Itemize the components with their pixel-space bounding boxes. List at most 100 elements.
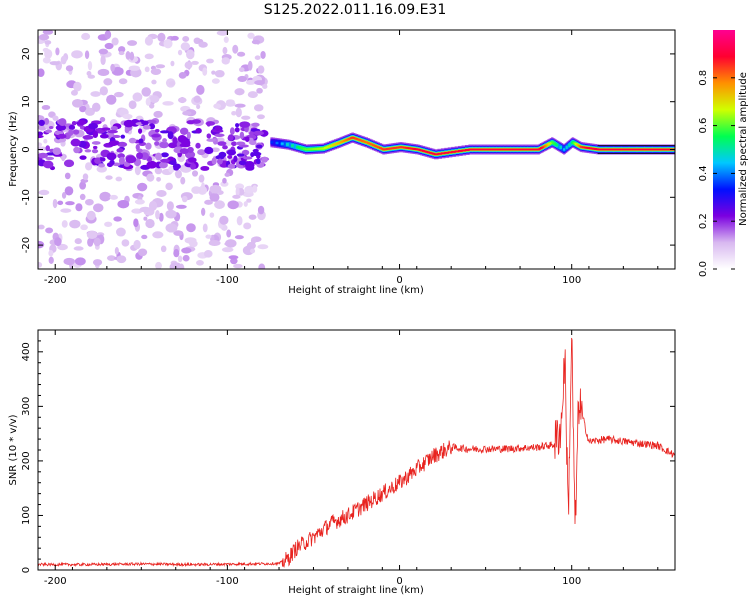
noise-cell bbox=[231, 110, 237, 116]
band-cell bbox=[154, 128, 160, 133]
ridge-cell bbox=[303, 148, 307, 151]
noise-cell bbox=[220, 181, 229, 187]
x-tick-label: 100 bbox=[562, 275, 581, 286]
noise-cell bbox=[234, 235, 244, 240]
ridge-cell bbox=[368, 142, 372, 145]
ridge-cell bbox=[404, 146, 408, 149]
noise-cell bbox=[121, 239, 130, 247]
noise-cell bbox=[148, 103, 155, 109]
band-cell bbox=[124, 126, 130, 134]
spectrogram-plot-area bbox=[38, 30, 675, 269]
noise-cell bbox=[198, 174, 205, 183]
band-cell bbox=[72, 129, 80, 135]
noise-cell bbox=[111, 37, 119, 46]
noise-cell bbox=[114, 247, 119, 255]
spectrogram-x-label: Height of straight line (km) bbox=[288, 285, 424, 296]
noise-cell bbox=[175, 204, 187, 209]
ridge-cell bbox=[437, 152, 443, 155]
noise-cell bbox=[178, 97, 187, 103]
noise-cell bbox=[90, 91, 101, 97]
noise-cell bbox=[72, 98, 84, 108]
band-cell bbox=[73, 146, 81, 154]
band-cell bbox=[138, 138, 144, 144]
noise-cell bbox=[235, 107, 242, 118]
noise-cell bbox=[239, 67, 245, 73]
noise-cell bbox=[38, 34, 50, 41]
ridge-cell bbox=[495, 148, 501, 151]
noise-cell bbox=[99, 117, 106, 122]
band-cell bbox=[91, 148, 99, 154]
band-cell bbox=[38, 134, 44, 139]
ridge-cell bbox=[409, 147, 413, 150]
noise-cell bbox=[137, 248, 148, 257]
noise-cell bbox=[166, 201, 174, 211]
noise-cell bbox=[52, 198, 58, 209]
x-tick-label: -100 bbox=[216, 275, 239, 286]
ridge-cell bbox=[418, 148, 422, 151]
noise-cell bbox=[251, 39, 261, 45]
ridge-cell bbox=[513, 148, 518, 151]
ridge-cell bbox=[337, 141, 341, 144]
band-cell bbox=[197, 149, 206, 156]
ridge-cell bbox=[605, 148, 615, 151]
ridge-cell bbox=[384, 148, 387, 151]
ridge-cell bbox=[541, 146, 544, 149]
noise-cell bbox=[106, 255, 116, 262]
noise-cell bbox=[221, 247, 234, 253]
band-cell bbox=[231, 141, 237, 147]
band-cell bbox=[120, 134, 126, 139]
noise-cell bbox=[144, 53, 154, 60]
noise-cell bbox=[74, 238, 82, 245]
x-tick-label: 0 bbox=[396, 576, 402, 587]
noise-cell bbox=[250, 237, 257, 244]
ridge-cell bbox=[340, 140, 343, 143]
noise-cell bbox=[196, 84, 205, 95]
noise-cell bbox=[132, 92, 143, 102]
noise-cell bbox=[52, 115, 59, 121]
ridge-cell bbox=[590, 147, 594, 150]
noise-cell bbox=[168, 165, 175, 173]
ridge-cell bbox=[356, 138, 360, 141]
ridge-cell bbox=[546, 143, 550, 146]
ridge-cell bbox=[558, 144, 561, 150]
band-cell bbox=[106, 152, 117, 161]
band-cell bbox=[88, 122, 98, 130]
noise-cell bbox=[148, 200, 158, 211]
band-cell bbox=[79, 155, 87, 160]
noise-cell bbox=[99, 191, 111, 202]
noise-cell bbox=[257, 205, 265, 215]
noise-cell bbox=[189, 240, 198, 248]
ridge-cell bbox=[644, 148, 653, 151]
y-tick-label: -20 bbox=[21, 237, 32, 253]
noise-cell bbox=[247, 60, 253, 71]
ridge-cell bbox=[289, 142, 293, 148]
band-cell bbox=[186, 120, 195, 125]
ridge-cell bbox=[583, 146, 587, 149]
band-cell bbox=[241, 149, 250, 156]
band-cell bbox=[235, 123, 240, 128]
ridge-cell bbox=[425, 150, 429, 153]
ridge-cell bbox=[270, 141, 274, 144]
noise-cell bbox=[55, 47, 60, 56]
ridge-cell bbox=[402, 146, 406, 149]
ridge-cell bbox=[552, 142, 555, 145]
ridge-cell bbox=[561, 146, 565, 152]
band-cell bbox=[118, 156, 125, 165]
band-cell bbox=[239, 121, 251, 128]
noise-cell bbox=[63, 257, 75, 266]
noise-cell bbox=[170, 35, 179, 41]
ridge-cell bbox=[350, 137, 353, 140]
ridge-cell bbox=[375, 145, 379, 148]
noise-cell bbox=[216, 137, 225, 143]
band-cell bbox=[238, 160, 247, 166]
noise-cell bbox=[236, 216, 243, 226]
band-cell bbox=[179, 148, 189, 155]
noise-cell bbox=[79, 181, 87, 190]
ridge-cell bbox=[516, 148, 522, 151]
ridge-cell bbox=[478, 148, 484, 151]
band-cell bbox=[187, 157, 197, 163]
ridge-cell bbox=[433, 153, 439, 156]
noise-cell bbox=[219, 215, 229, 225]
y-tick-label: 0 bbox=[21, 567, 32, 573]
